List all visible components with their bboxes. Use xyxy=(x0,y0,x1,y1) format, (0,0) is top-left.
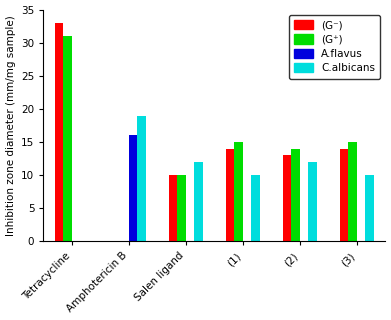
Bar xyxy=(169,175,178,241)
Bar xyxy=(340,149,348,241)
Bar xyxy=(178,175,186,241)
Bar xyxy=(129,135,138,241)
Bar xyxy=(308,162,317,241)
Bar xyxy=(138,116,146,241)
Bar xyxy=(283,155,291,241)
Y-axis label: Inhibition zone diameter (mm/mg sample): Inhibition zone diameter (mm/mg sample) xyxy=(5,15,16,236)
Bar xyxy=(226,149,234,241)
Bar xyxy=(234,142,243,241)
Bar xyxy=(366,175,374,241)
Bar xyxy=(348,142,357,241)
Bar xyxy=(291,149,300,241)
Bar xyxy=(194,162,203,241)
Bar xyxy=(251,175,260,241)
Bar xyxy=(63,36,72,241)
Bar xyxy=(55,23,63,241)
Legend: (G⁻), (G⁺), A.flavus, C.albicans: (G⁻), (G⁺), A.flavus, C.albicans xyxy=(289,15,380,79)
